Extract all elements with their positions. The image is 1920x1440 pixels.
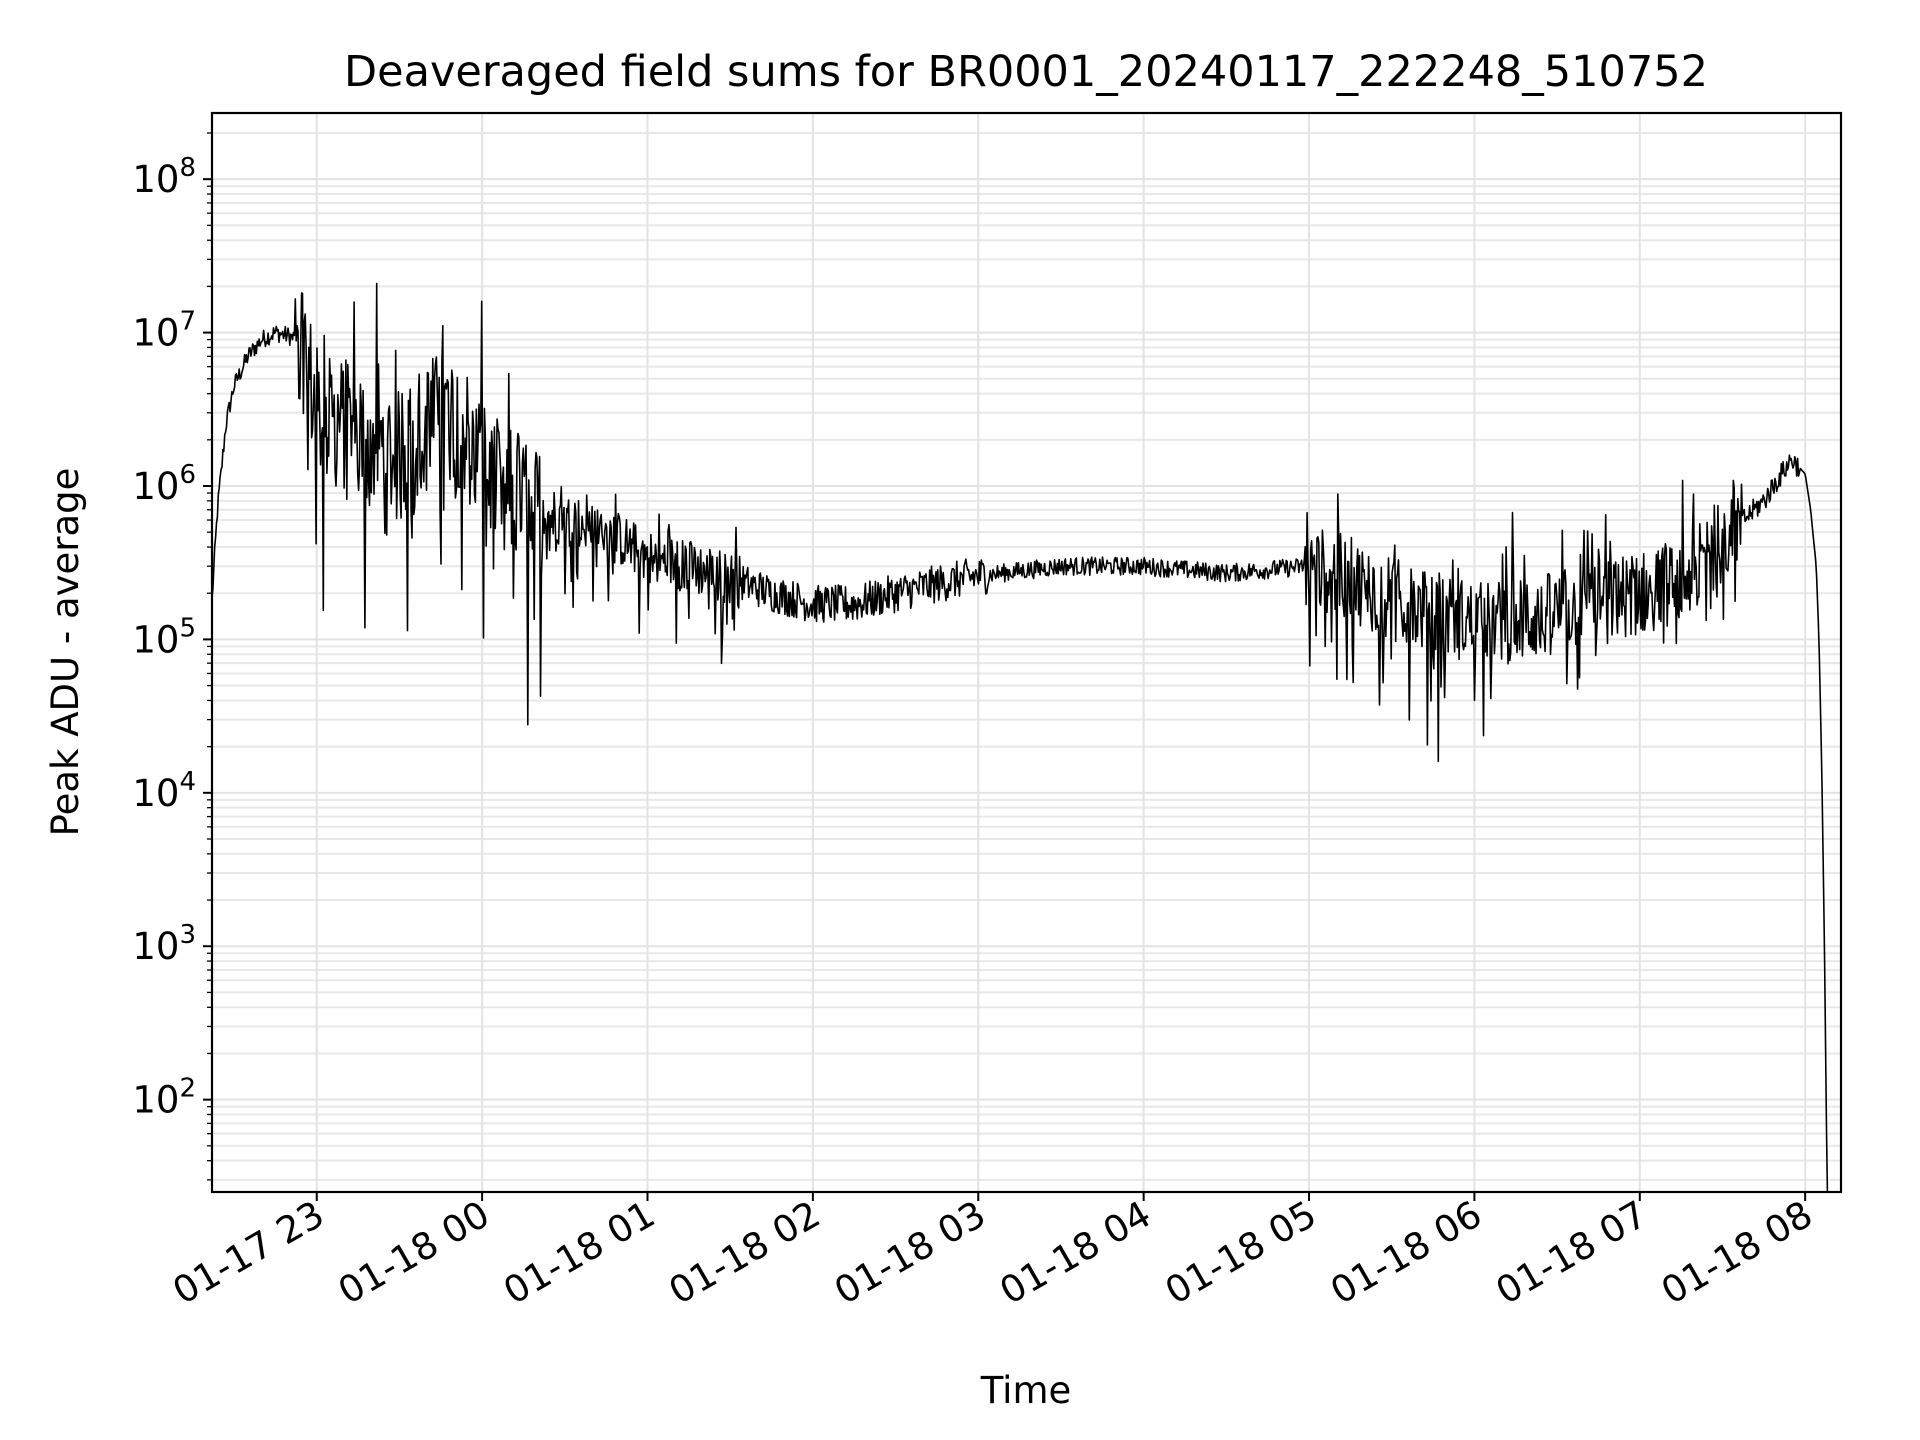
x-tick-label: 01-18 03	[827, 1193, 993, 1313]
plot-frame	[210, 111, 1843, 1194]
y-tick-label: 103	[132, 920, 196, 968]
y-tick-label: 106	[132, 460, 196, 508]
y-tick-label: 107	[132, 307, 196, 355]
x-tick-label: 01-17 23	[166, 1193, 332, 1313]
y-tick-label: 104	[132, 767, 196, 815]
x-tick-label: 01-18 05	[1158, 1193, 1324, 1313]
x-tick-label: 01-18 07	[1489, 1193, 1655, 1313]
grid	[212, 113, 1841, 1192]
x-tick-label: 01-18 00	[331, 1193, 497, 1313]
y-tick-label: 105	[132, 613, 196, 661]
y-axis-label: Peak ADU - average	[44, 468, 87, 837]
x-tick-label: 01-18 08	[1654, 1193, 1820, 1313]
x-tick-label: 01-18 06	[1323, 1193, 1489, 1313]
y-tick-label: 108	[132, 153, 196, 201]
x-tick-label: 01-18 04	[993, 1193, 1159, 1313]
y-tick-label: 102	[132, 1074, 196, 1122]
series-line	[211, 282, 1841, 1193]
chart-title: Deaveraged field sums for BR0001_2024011…	[344, 47, 1708, 97]
x-tick-label: 01-18 02	[662, 1193, 828, 1313]
x-tick-label: 01-18 01	[496, 1193, 662, 1313]
x-axis-label: Time	[980, 1369, 1072, 1412]
